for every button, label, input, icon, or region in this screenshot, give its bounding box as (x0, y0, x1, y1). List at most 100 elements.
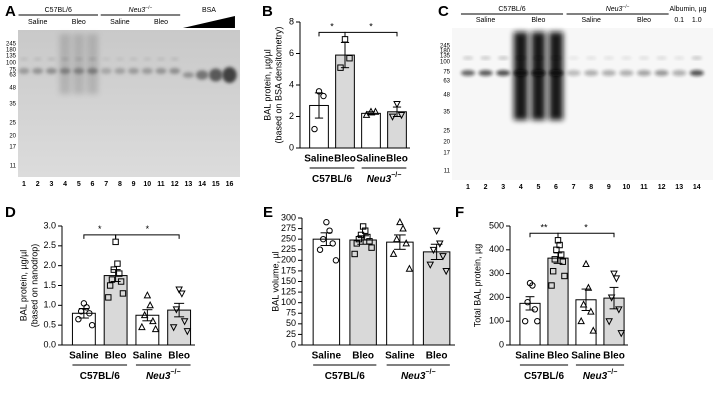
gel-subheader: 1.0 (692, 17, 702, 24)
gel-band (478, 70, 493, 76)
molecular-weight-label: 100 (440, 60, 451, 66)
lane-number: 2 (484, 184, 488, 191)
gel-band (143, 57, 152, 61)
gel-subheader: Saline (476, 17, 496, 24)
gel-header-text: C57BL/6 (45, 7, 72, 14)
group-label-text: C57BL/6 (312, 174, 352, 185)
gel-subheader: Saline (110, 19, 130, 26)
data-point (367, 107, 375, 115)
gel-band (47, 57, 56, 61)
bar (387, 111, 407, 149)
gel-band (533, 56, 544, 60)
gel-band (32, 68, 44, 74)
data-point (319, 235, 327, 243)
data-point (584, 283, 593, 291)
gel-header: Neu3−/− (606, 4, 630, 13)
gel-band (170, 57, 179, 61)
y-tick-label: 2.0 (43, 260, 56, 270)
molecular-weight-label: 100 (6, 61, 17, 67)
x-tick-label: Saline (133, 351, 163, 362)
group-label-superscript: −/− (425, 369, 435, 376)
molecular-weight-label: 17 (443, 151, 450, 157)
significance-bracket (557, 232, 615, 238)
gel-band (672, 70, 687, 76)
gel-band (156, 57, 166, 61)
y-tick-label: 275 (281, 223, 296, 233)
x-tick-label: Bleo (105, 351, 127, 362)
bar (422, 251, 451, 346)
gel-band (654, 70, 669, 76)
data-point (172, 306, 181, 314)
gel-smear (87, 34, 98, 94)
gel-image (18, 30, 240, 177)
group-label-text: C57BL/6 (524, 371, 564, 382)
data-point (393, 100, 401, 109)
gel-subheader: Saline (28, 19, 48, 26)
y-tick-label: 225 (281, 244, 296, 254)
molecular-weight-label: 25 (443, 129, 450, 135)
y-tick-label: 250 (281, 234, 296, 244)
gel-band (638, 56, 650, 60)
gel-header-text: Albumin, µg (669, 6, 706, 13)
y-tick-label: 6 (289, 48, 294, 58)
gel-subheader: 0.1 (674, 17, 684, 24)
data-point (353, 240, 360, 247)
data-point (439, 253, 447, 261)
data-point (534, 318, 541, 325)
data-point (397, 111, 406, 120)
group-label-superscript: −/− (170, 369, 180, 376)
data-point (558, 251, 565, 258)
lane-number: 13 (675, 184, 683, 191)
data-point (548, 282, 555, 289)
y-tick-label: 1.5 (43, 280, 56, 290)
gel-band (73, 68, 85, 74)
molecular-weight-label: 245 (6, 42, 17, 48)
gel-subheader: Bleo (154, 19, 168, 26)
group-label-superscript: −/− (391, 172, 401, 179)
data-point (577, 316, 585, 325)
gel-header-superscript: −/− (622, 4, 629, 10)
data-point (556, 241, 563, 249)
error-bar (142, 309, 153, 322)
x-tick-label: Saline (356, 154, 386, 165)
gel-band (568, 56, 579, 60)
x-tick-label: Saline (571, 351, 601, 362)
data-point (549, 268, 557, 275)
y-tick-label: 0.0 (43, 339, 56, 349)
y-axis-label: BAL protein, µg/µl (18, 250, 28, 322)
gel-band (673, 56, 685, 60)
data-point (605, 318, 613, 326)
gel-band (619, 70, 634, 76)
gel-band (222, 67, 237, 83)
gel-band (691, 56, 703, 60)
gel-header: C57BL/6 (498, 6, 525, 13)
lane-number: 10 (623, 184, 631, 191)
lane-number: 14 (693, 184, 701, 191)
error-bar (174, 302, 185, 318)
data-point (119, 290, 127, 297)
y-tick-label: 0.5 (43, 320, 56, 330)
data-point (117, 278, 125, 285)
data-point (114, 260, 121, 267)
gel-band (115, 57, 125, 61)
y-tick-label: 100 (281, 297, 296, 307)
gel-band (88, 57, 97, 61)
data-point (337, 64, 344, 71)
gel-band (33, 57, 42, 61)
data-point (554, 237, 562, 244)
lane-number: 14 (198, 181, 206, 188)
significance-label: * (330, 22, 334, 32)
data-point (442, 267, 450, 276)
gel-image (452, 28, 713, 180)
significance-label: * (146, 224, 150, 234)
data-point (521, 318, 529, 325)
gel-header: BSA (202, 7, 216, 14)
gel-band (141, 68, 153, 74)
data-point (108, 276, 116, 283)
gel-smear (59, 34, 71, 94)
gel-smear (73, 34, 85, 94)
x-tick-label: Bleo (352, 351, 374, 362)
x-tick-label: Saline (69, 351, 99, 362)
molecular-weight-label: 48 (9, 86, 16, 92)
molecular-weight-label: 35 (443, 110, 450, 116)
